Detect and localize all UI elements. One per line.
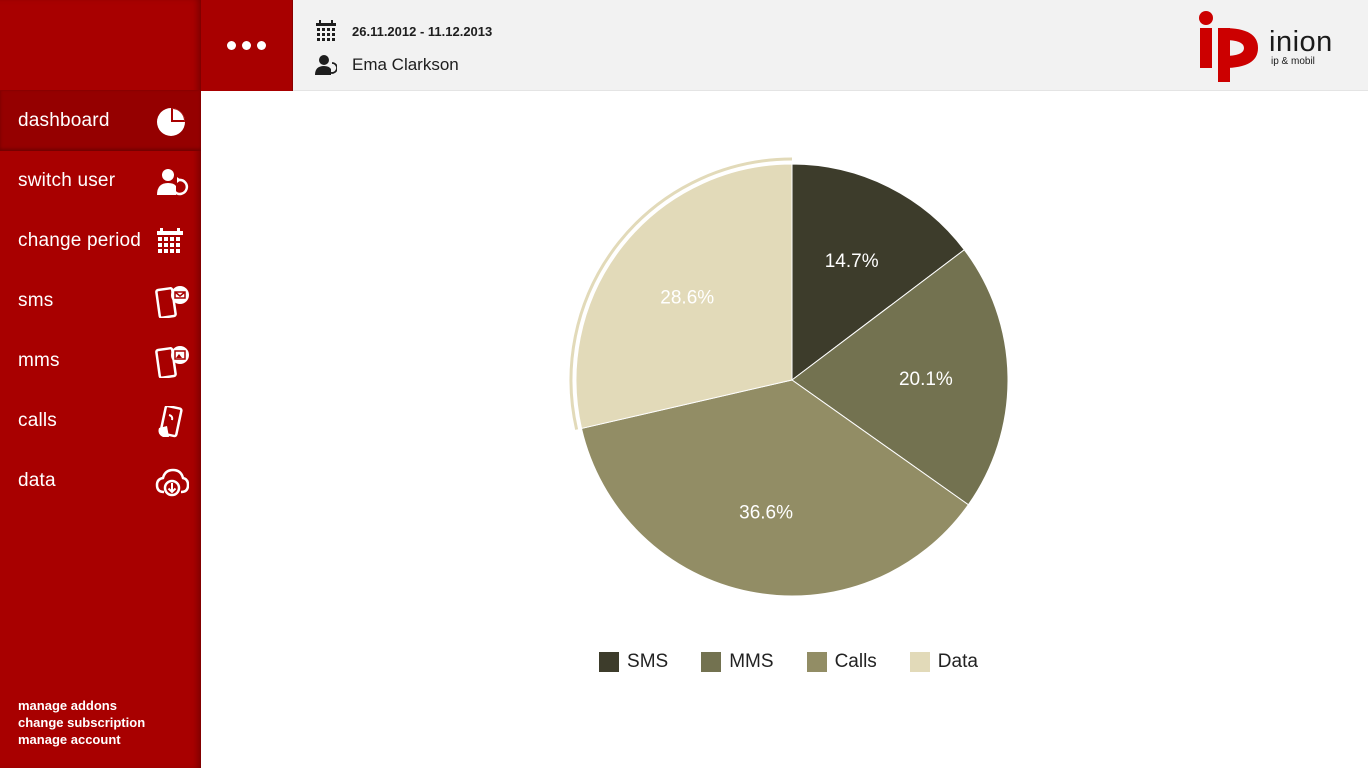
- period-info: 26.11.2012 - 11.12.2013: [315, 20, 492, 42]
- logo-tagline: ip & mobil: [1271, 56, 1315, 67]
- more-dots-icon: [242, 41, 251, 50]
- pie-chart-icon: [157, 108, 185, 136]
- pie-data-label: 20.1%: [899, 369, 953, 390]
- header: 26.11.2012 - 11.12.2013 Ema Clarkson ini…: [293, 0, 1368, 91]
- chart-legend: SMS MMS Calls Data: [201, 651, 1368, 673]
- legend-swatch: [701, 652, 722, 672]
- sidebar-item-label: calls: [18, 410, 58, 431]
- sms-phone-icon: [155, 286, 189, 318]
- legend-item-data[interactable]: Data: [909, 651, 978, 673]
- change-subscription-link[interactable]: change subscription: [18, 715, 146, 730]
- ip-logo-mark: [1199, 11, 1258, 82]
- menu-button[interactable]: [201, 0, 293, 91]
- pie-slice-sms[interactable]: [791, 163, 966, 382]
- sidebar-item-label: mms: [18, 350, 60, 371]
- user-icon: [315, 55, 337, 75]
- sidebar-footer: manage addons change subscription manage…: [18, 697, 145, 748]
- sidebar-item-label: data: [18, 470, 56, 491]
- pie-chart: 14.7% 20.1% 36.6% 28.6%: [569, 157, 1009, 597]
- pie-slice-calls[interactable]: [580, 379, 970, 597]
- legend-swatch: [909, 652, 930, 672]
- sidebar-item-sms[interactable]: sms: [0, 271, 201, 331]
- legend-item-sms[interactable]: SMS: [599, 651, 668, 673]
- legend-label: Calls: [834, 651, 877, 672]
- sidebar-item-dashboard[interactable]: dashboard: [0, 91, 201, 151]
- sidebar-item-label: dashboard: [18, 110, 110, 131]
- legend-swatch: [599, 652, 620, 672]
- logo-brand: inion: [1269, 26, 1333, 58]
- calendar-icon: [316, 20, 336, 41]
- mms-phone-icon: [155, 346, 189, 378]
- sidebar-item-change-period[interactable]: change period: [0, 211, 201, 271]
- pie-slice-data[interactable]: [575, 163, 793, 430]
- period-text: 26.11.2012 - 11.12.2013: [352, 23, 493, 39]
- usage-pie-chart: 14.7% 20.1% 36.6% 28.6% SMS MMS Calls Data: [201, 91, 1368, 768]
- legend-label: MMS: [729, 651, 774, 672]
- more-dots-icon: [227, 41, 236, 50]
- sidebar-item-label: switch user: [18, 170, 116, 191]
- legend-label: Data: [937, 651, 978, 672]
- pie-slice-mms[interactable]: [791, 249, 1009, 506]
- manage-addons-link[interactable]: manage addons: [18, 698, 117, 713]
- pie-data-label: 14.7%: [825, 251, 879, 272]
- logo: inion ip & mobil: [1196, 10, 1346, 82]
- legend-item-mms[interactable]: MMS: [701, 651, 774, 673]
- sidebar-item-calls[interactable]: calls: [0, 391, 201, 451]
- sidebar-item-label: change period: [18, 230, 142, 251]
- pie-slice-highlight-data: [569, 157, 793, 430]
- cloud-download-icon: [155, 468, 189, 497]
- sidebar-item-mms[interactable]: mms: [0, 331, 201, 391]
- legend-item-calls[interactable]: Calls: [806, 651, 877, 673]
- sidebar-item-switch-user[interactable]: switch user: [0, 151, 201, 211]
- calendar-icon: [157, 228, 183, 253]
- sidebar-item-label: sms: [18, 290, 54, 311]
- sidebar-item-data[interactable]: data: [0, 451, 201, 511]
- more-dots-icon: [257, 41, 266, 50]
- legend-swatch: [806, 652, 827, 672]
- user-info: Ema Clarkson: [315, 54, 459, 76]
- legend-label: SMS: [627, 651, 669, 672]
- manage-account-link[interactable]: manage account: [18, 732, 121, 747]
- user-name: Ema Clarkson: [352, 55, 459, 74]
- pie-data-label: 28.6%: [660, 288, 714, 309]
- pie-data-label: 36.6%: [739, 502, 793, 523]
- sidebar: dashboard switch user change period: [0, 0, 201, 768]
- sidebar-header: [0, 0, 201, 91]
- phone-call-icon: [158, 406, 183, 438]
- switch-user-icon: [157, 169, 189, 196]
- sidebar-nav: dashboard switch user change period: [0, 91, 201, 511]
